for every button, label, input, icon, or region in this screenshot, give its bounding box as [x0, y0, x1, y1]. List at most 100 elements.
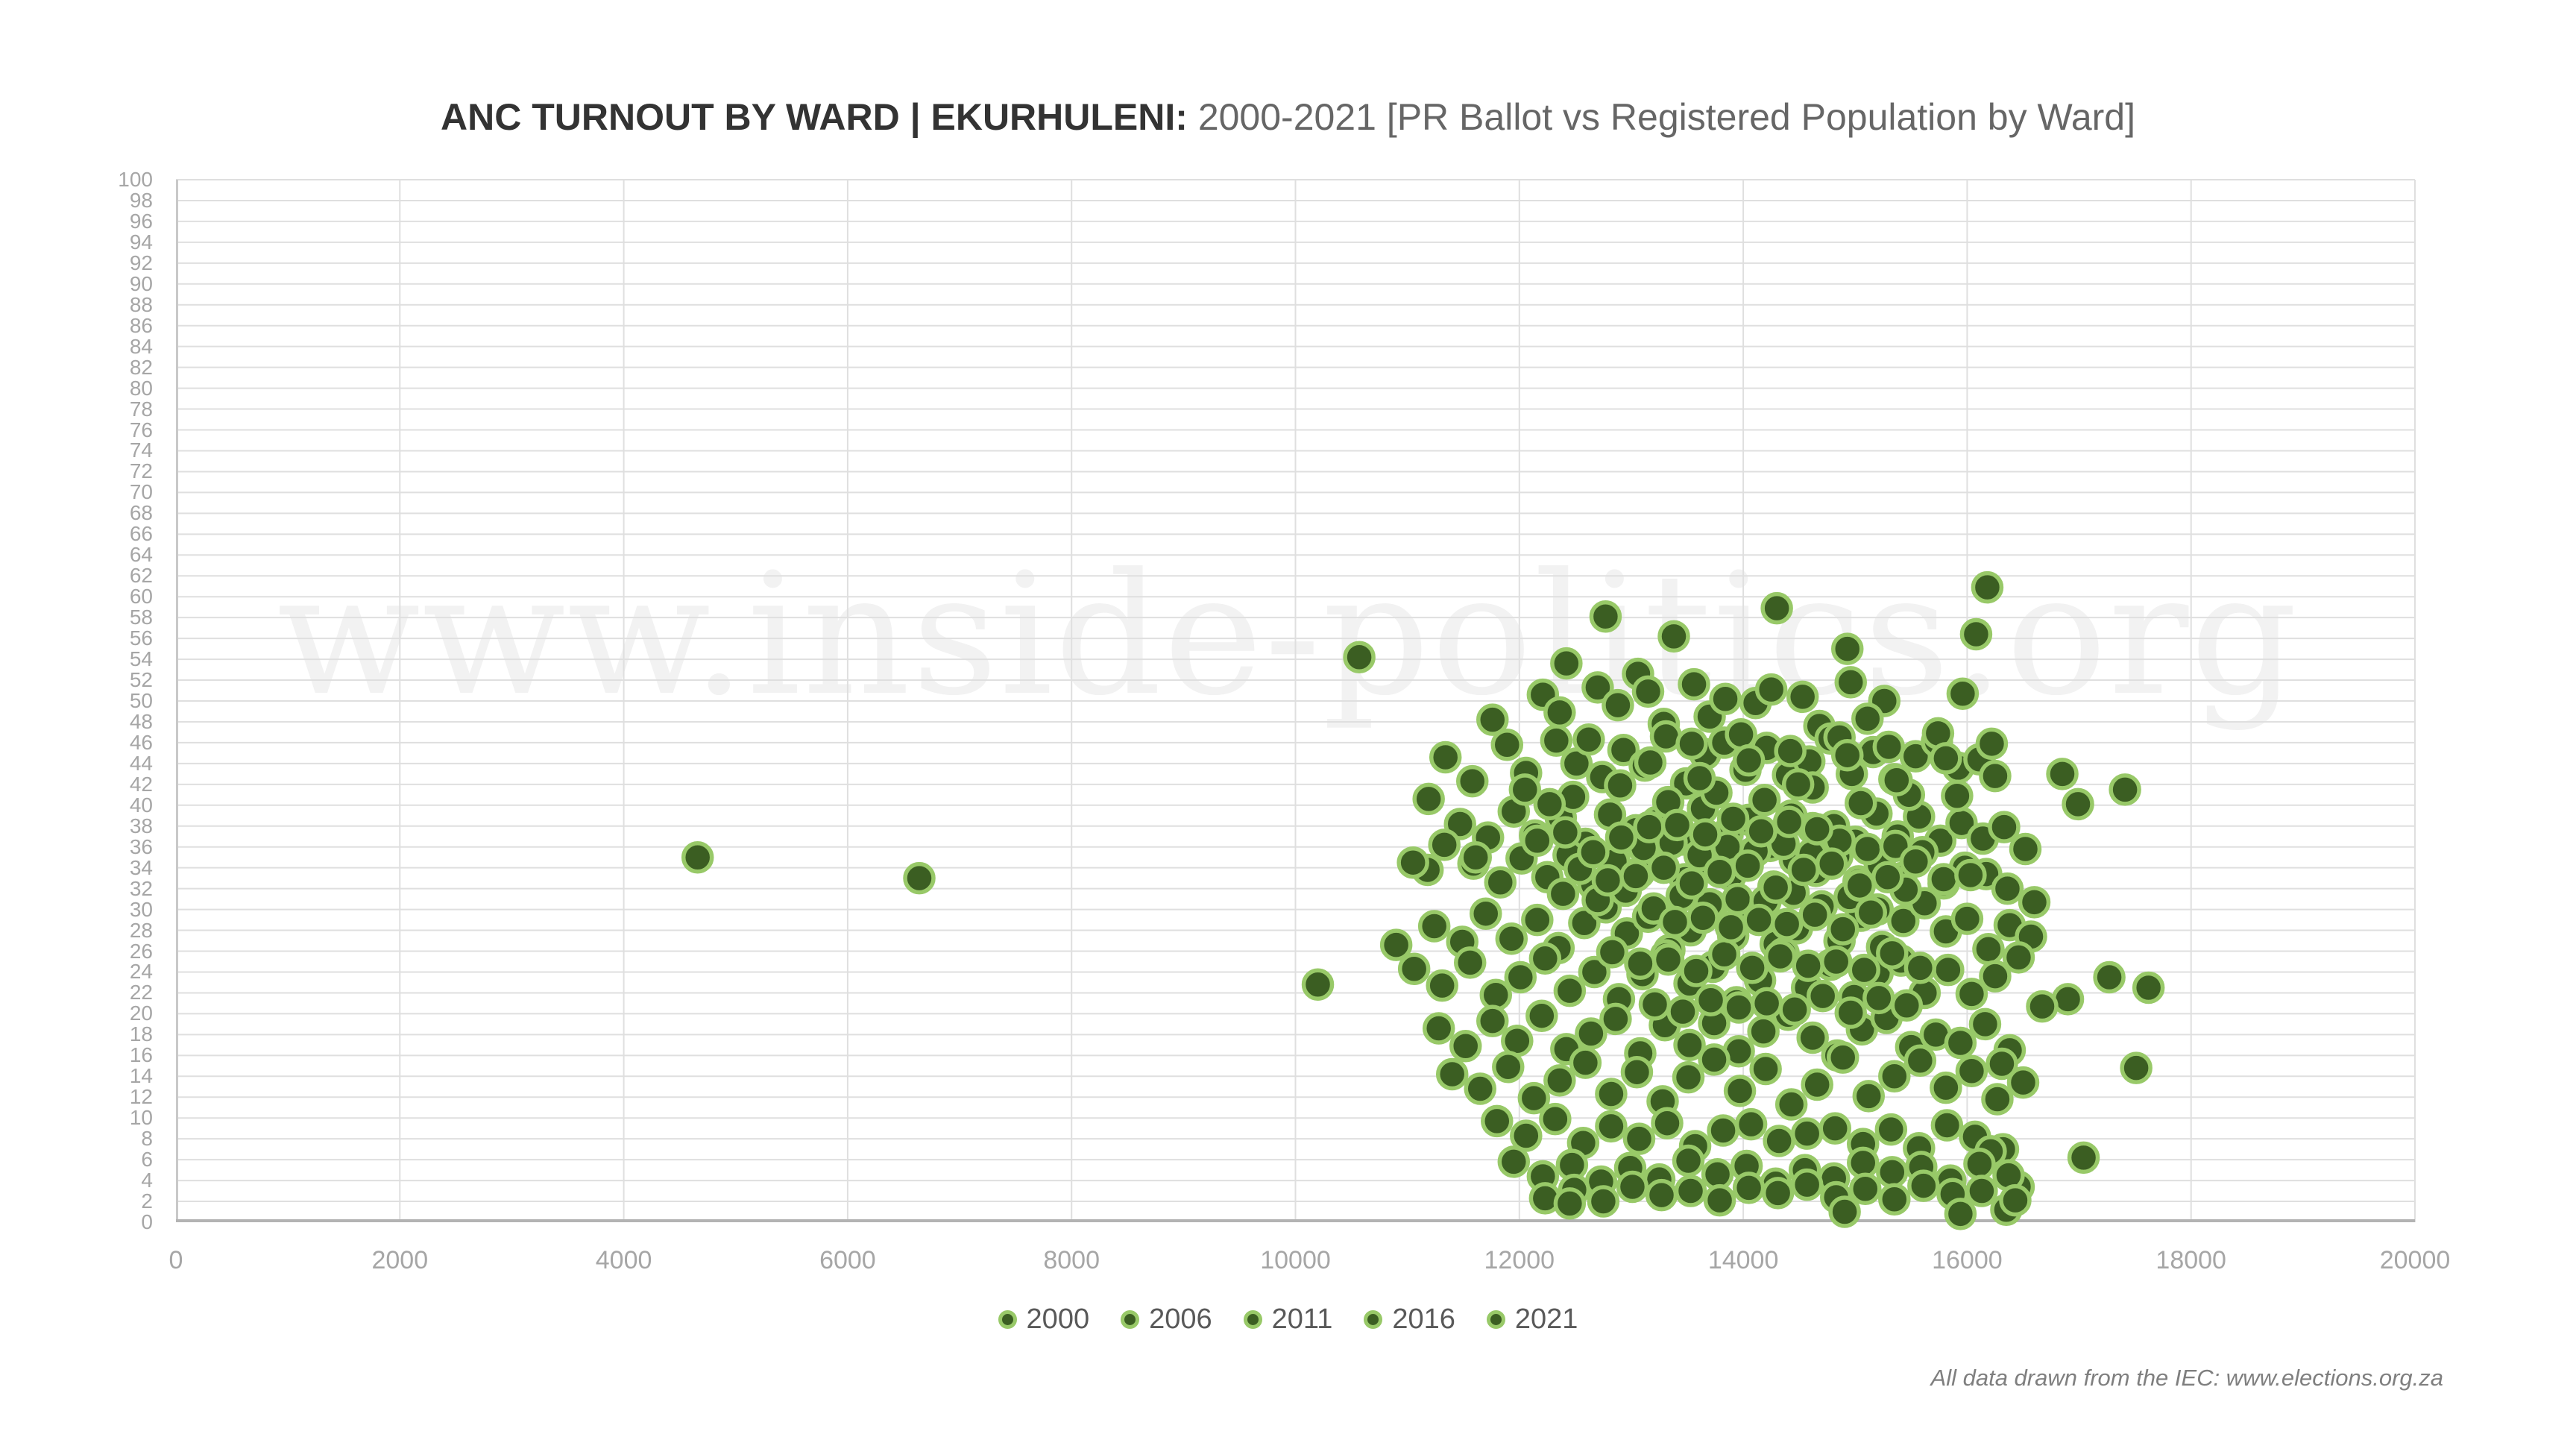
y-tick-label: 54 — [129, 647, 153, 671]
data-point — [1624, 947, 1657, 981]
x-tick-label: 18000 — [2155, 1246, 2226, 1274]
data-point — [1981, 1083, 2014, 1116]
legend-item-2011: 2011 — [1243, 1304, 1333, 1336]
data-point — [1428, 828, 1461, 861]
data-point — [1946, 677, 1980, 710]
data-point — [1759, 871, 1792, 904]
data-point — [1806, 979, 1839, 1013]
data-point — [1490, 728, 1524, 761]
data-point — [1687, 902, 1719, 934]
data-point — [1944, 1198, 1977, 1230]
data-point — [1852, 1080, 1886, 1113]
data-point — [1694, 984, 1728, 1016]
data-point — [1587, 1185, 1620, 1218]
data-point — [1854, 896, 1888, 929]
data-point — [1698, 1043, 1731, 1076]
y-tick-label: 4 — [141, 1169, 153, 1192]
data-point — [1701, 1157, 1734, 1191]
data-point — [1481, 1104, 1514, 1138]
data-point — [1675, 867, 1708, 900]
data-point — [1497, 1145, 1531, 1178]
data-point — [1862, 981, 1895, 1015]
data-point — [1546, 877, 1580, 911]
data-point — [1774, 1088, 1808, 1121]
data-point — [1521, 903, 1554, 937]
data-point — [1754, 673, 1788, 706]
y-tick-label: 48 — [129, 709, 153, 733]
data-point — [1903, 952, 1937, 984]
legend-item-label: 2011 — [1271, 1304, 1333, 1335]
data-point — [1707, 937, 1741, 971]
data-point — [1714, 911, 1748, 944]
y-tick-label: 80 — [129, 376, 153, 400]
data-point — [1930, 1109, 1964, 1142]
data-point — [1772, 805, 1806, 838]
data-point — [1589, 600, 1622, 633]
legend-item-2016: 2016 — [1364, 1304, 1455, 1336]
data-point — [1968, 1007, 2002, 1041]
data-point — [1876, 937, 1909, 970]
data-point — [1941, 779, 1974, 812]
data-point — [1492, 1050, 1525, 1084]
data-point — [1843, 869, 1877, 902]
y-tick-label: 62 — [129, 564, 153, 588]
data-point — [1569, 1046, 1602, 1079]
y-tick-label: 28 — [129, 918, 153, 942]
y-tick-label: 2 — [141, 1189, 153, 1213]
data-point — [1435, 1057, 1469, 1091]
data-point — [2046, 758, 2079, 790]
y-tick-label: 88 — [129, 292, 153, 316]
x-tick-label: 16000 — [1932, 1246, 2003, 1274]
data-point — [1890, 989, 1924, 1022]
legend-item-2006: 2006 — [1121, 1304, 1212, 1336]
y-tick-label: 30 — [129, 897, 153, 921]
data-point — [1429, 740, 1462, 774]
legend-dot-icon — [1364, 1310, 1383, 1329]
data-point — [1763, 940, 1797, 973]
data-point — [903, 861, 936, 895]
data-point — [1790, 1168, 1824, 1201]
data-point — [1607, 733, 1640, 767]
data-point — [2018, 886, 2051, 919]
legend-dot-icon — [1243, 1310, 1262, 1329]
y-tick-label: 8 — [141, 1127, 153, 1151]
y-tick-label: 32 — [129, 876, 153, 900]
data-point — [1379, 928, 1413, 961]
data-point — [1476, 703, 1509, 736]
y-tick-label: 40 — [129, 793, 153, 817]
data-point — [1734, 1107, 1768, 1141]
data-point — [1521, 824, 1554, 858]
data-point — [1675, 727, 1708, 761]
y-tick-label: 38 — [129, 814, 153, 837]
legend: 2000 2006 2011 2016 2021 — [0, 1304, 2576, 1336]
data-point — [1851, 832, 1884, 866]
data-point — [1683, 761, 1716, 795]
data-point — [1581, 671, 1614, 704]
data-point — [1834, 666, 1867, 699]
x-tick-label: 20000 — [2379, 1246, 2451, 1274]
x-tick-label: 0 — [169, 1246, 183, 1274]
data-point — [1510, 1119, 1543, 1152]
data-point — [1761, 1177, 1795, 1210]
y-tick-label: 96 — [129, 209, 153, 233]
data-point — [1533, 787, 1566, 821]
data-point — [1417, 910, 1451, 943]
legend-item-label: 2021 — [1514, 1304, 1578, 1335]
data-point — [1770, 908, 1804, 940]
data-point — [1847, 1146, 1880, 1180]
data-point — [1796, 1021, 1829, 1054]
y-tick-label: 42 — [129, 772, 153, 796]
data-point — [1539, 1102, 1572, 1136]
data-point — [1930, 1071, 1962, 1104]
y-tick-label: 10 — [129, 1106, 153, 1130]
data-point — [1732, 1172, 1766, 1204]
y-tick-label: 26 — [129, 939, 153, 963]
y-tick-label: 66 — [129, 522, 153, 546]
y-tick-label: 74 — [129, 438, 153, 462]
x-tick-label: 2000 — [371, 1246, 429, 1274]
data-point — [1666, 995, 1699, 1028]
y-tick-label: 52 — [129, 668, 153, 692]
data-point — [1453, 946, 1487, 979]
data-point — [1651, 943, 1685, 976]
data-point — [1543, 1064, 1576, 1097]
